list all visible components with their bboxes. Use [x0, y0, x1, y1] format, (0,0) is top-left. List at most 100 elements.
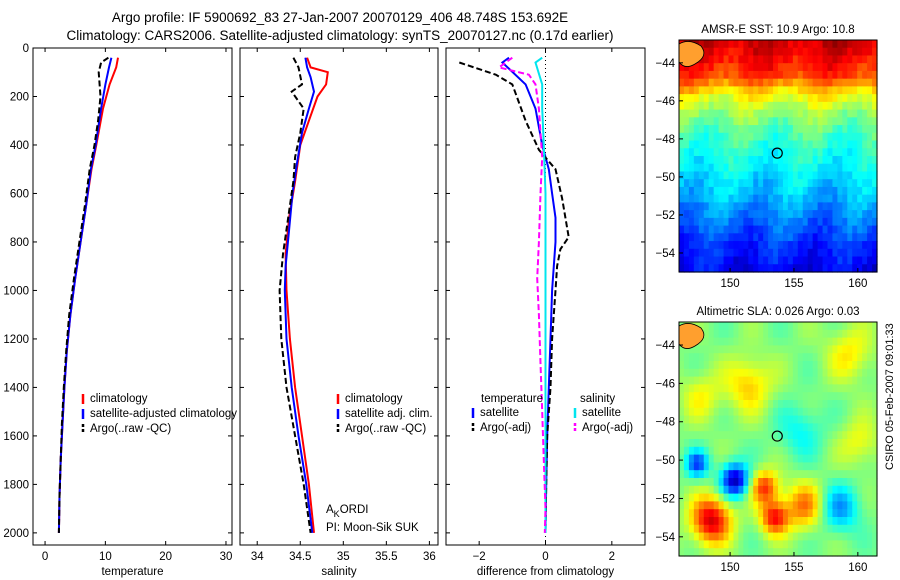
amsr-e-sst-map-cell — [787, 264, 794, 273]
amsr-e-sst-map-cell — [748, 210, 754, 219]
amsr-e-sst-map-cell — [852, 171, 858, 180]
altimetric-sla-map-cell — [693, 548, 700, 557]
amsr-e-sst-map-cell — [703, 55, 710, 64]
altimetric-sla-map-cell — [797, 322, 804, 331]
amsr-e-sst-map-cell — [763, 63, 769, 72]
altimetric-sla-map-cell — [842, 345, 848, 354]
altimetric-sla-map-cell — [847, 400, 853, 409]
amsr-e-sst-map-cell — [698, 117, 705, 126]
altimetric-sla-map-cell — [708, 423, 715, 432]
altimetric-sla-map-cell — [862, 337, 868, 346]
amsr-e-sst-map-cell — [812, 148, 819, 157]
amsr-e-sst-map-cell — [688, 179, 695, 188]
altimetric-sla-map-cell — [679, 407, 685, 417]
altimetric-sla-map-cell — [723, 368, 730, 378]
amsr-e-sst-map-cell — [743, 233, 749, 242]
altimetric-sla-map-cell — [847, 493, 853, 502]
altimetric-sla-map-cell — [872, 400, 878, 409]
amsr-e-sst-map-cell — [748, 233, 754, 242]
altimetric-sla-map-cell — [822, 322, 829, 331]
amsr-e-sst-map-cell — [728, 101, 735, 111]
amsr-e-sst-map-cell — [753, 132, 759, 142]
altimetric-sla-map-cell — [718, 446, 725, 456]
amsr-e-sst-map-cell — [867, 186, 873, 196]
altimetric-sla-map-cell — [862, 392, 868, 401]
altimetric-sla-map-cell — [758, 415, 764, 424]
amsr-e-sst-map-cell — [797, 194, 804, 203]
amsr-e-sst-map-cell — [867, 40, 873, 49]
altimetric-sla-map-cell — [837, 345, 843, 354]
altimetric-sla-map-cell — [708, 446, 715, 456]
altimetric-sla-map-cell — [718, 423, 725, 432]
altimetric-sla-map-cell — [842, 446, 848, 456]
altimetric-sla-map-cell — [817, 517, 824, 526]
altimetric-sla-map-cell — [802, 501, 809, 510]
altimetric-sla-map-cell — [832, 439, 838, 448]
altimetric-sla-map-cell — [713, 501, 720, 510]
altimetric-sla-map-cell — [683, 478, 690, 487]
altimetric-sla-map-cell — [852, 384, 858, 393]
amsr-e-sst-map-cell — [738, 55, 744, 64]
amsr-e-sst-map-cell — [822, 264, 829, 273]
difference-profile-xtick-label: −2 — [473, 551, 486, 563]
altimetric-sla-map-cell — [867, 353, 873, 362]
altimetric-sla-map-cell — [708, 462, 715, 471]
amsr-e-sst-map-cell — [723, 241, 730, 250]
altimetric-sla-map-cell — [703, 407, 710, 417]
amsr-e-sst-map-cell — [862, 186, 868, 196]
altimetric-sla-map-cell — [862, 329, 868, 339]
altimetric-sla-map-cell — [733, 517, 739, 526]
amsr-e-sst-map-cell — [679, 256, 685, 265]
altimetric-sla-map-cell — [728, 501, 735, 510]
altimetric-sla-map-cell — [773, 407, 779, 417]
altimetric-sla-map-cell — [817, 548, 824, 557]
altimetric-sla-map-cell — [733, 400, 739, 409]
altimetric-sla-map-cell — [797, 439, 804, 448]
altimetric-sla-map-cell — [708, 431, 715, 440]
altimetric-sla-map-cell — [713, 524, 720, 534]
altimetric-sla-map-field — [679, 322, 878, 557]
amsr-e-sst-map-cell — [688, 70, 695, 80]
altimetric-sla-map-cell — [817, 446, 824, 456]
altimetric-sla-map-cell — [733, 345, 739, 354]
amsr-e-sst-map-cell — [847, 148, 853, 157]
altimetric-sla-map-cell — [723, 392, 730, 401]
amsr-e-sst-map-cell — [743, 163, 749, 173]
amsr-e-sst-map-cell — [768, 186, 774, 196]
altimetric-sla-map-cell — [857, 493, 863, 502]
amsr-e-sst-map-cell — [782, 109, 789, 118]
altimetric-sla-map-cell — [842, 361, 848, 370]
amsr-e-sst-map-cell — [792, 156, 799, 165]
altimetric-sla-map-cell — [792, 454, 799, 463]
amsr-e-sst-map-cell — [852, 156, 858, 165]
amsr-e-sst-map-cell — [827, 156, 834, 165]
amsr-e-sst-map-cell — [872, 217, 878, 227]
amsr-e-sst-map-cell — [698, 225, 705, 234]
altimetric-sla-map-cell — [778, 454, 784, 463]
altimetric-sla-map-cell — [842, 322, 848, 331]
altimetric-sla-map-cell — [763, 361, 769, 370]
altimetric-sla-map-cell — [683, 493, 690, 502]
amsr-e-sst-map-cell — [812, 264, 819, 273]
amsr-e-sst-map-cell — [703, 109, 710, 118]
altimetric-sla-map-cell — [797, 400, 804, 409]
altimetric-sla-map-cell — [703, 493, 710, 502]
altimetric-sla-map-cell — [842, 415, 848, 424]
altimetric-sla-map-cell — [842, 423, 848, 432]
amsr-e-sst-map-cell — [733, 202, 739, 211]
amsr-e-sst-map-cell — [867, 264, 873, 273]
amsr-e-sst-map-cell — [787, 210, 794, 219]
amsr-e-sst-map-cell — [837, 63, 843, 72]
altimetric-sla-map-cell — [842, 493, 848, 502]
altimetric-sla-map-cell — [768, 376, 774, 385]
altimetric-sla-map-cell — [728, 517, 735, 526]
amsr-e-sst-map-cell — [708, 171, 715, 180]
altimetric-sla-map-cell — [768, 368, 774, 378]
altimetric-sla-map-cell — [847, 478, 853, 487]
altimetric-sla-map-cell — [708, 540, 715, 549]
altimetric-sla-map-cell — [857, 540, 863, 549]
amsr-e-sst-map-cell — [807, 132, 814, 142]
amsr-e-sst-map-cell — [748, 202, 754, 211]
altimetric-sla-map-cell — [827, 446, 834, 456]
amsr-e-sst-map-cell — [683, 156, 690, 165]
